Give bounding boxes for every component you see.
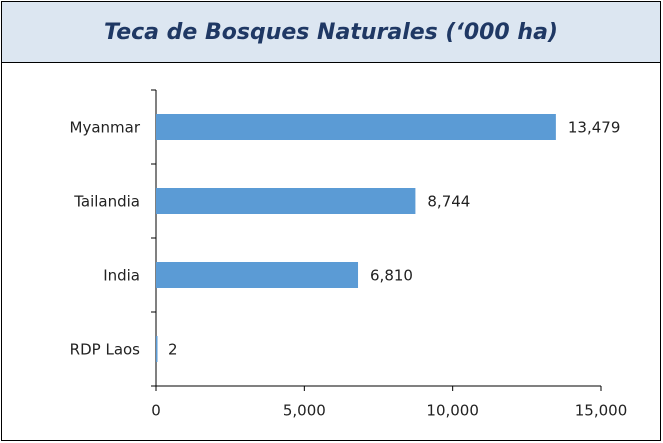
header: [1, 1, 661, 63]
value-label: 6,810: [370, 267, 413, 285]
bar: [156, 336, 158, 362]
y-tick-label: Myanmar: [70, 119, 141, 137]
y-tick-label: India: [103, 267, 140, 285]
x-tick-label: 0: [151, 402, 161, 420]
value-label: 13,479: [568, 119, 621, 137]
y-tick-label: Tailandia: [73, 193, 140, 211]
x-tick-label: 5,000: [283, 402, 326, 420]
value-label: 2: [168, 341, 178, 359]
value-label: 8,744: [427, 193, 470, 211]
y-tick-label: RDP Laos: [70, 341, 141, 359]
x-tick-label: 10,000: [426, 402, 479, 420]
x-tick-label: 15,000: [575, 402, 628, 420]
bar: [156, 114, 556, 140]
chart-title: Teca de Bosques Naturales (‘000 ha): [104, 20, 558, 45]
bar: [156, 188, 416, 214]
bar: [156, 262, 359, 288]
